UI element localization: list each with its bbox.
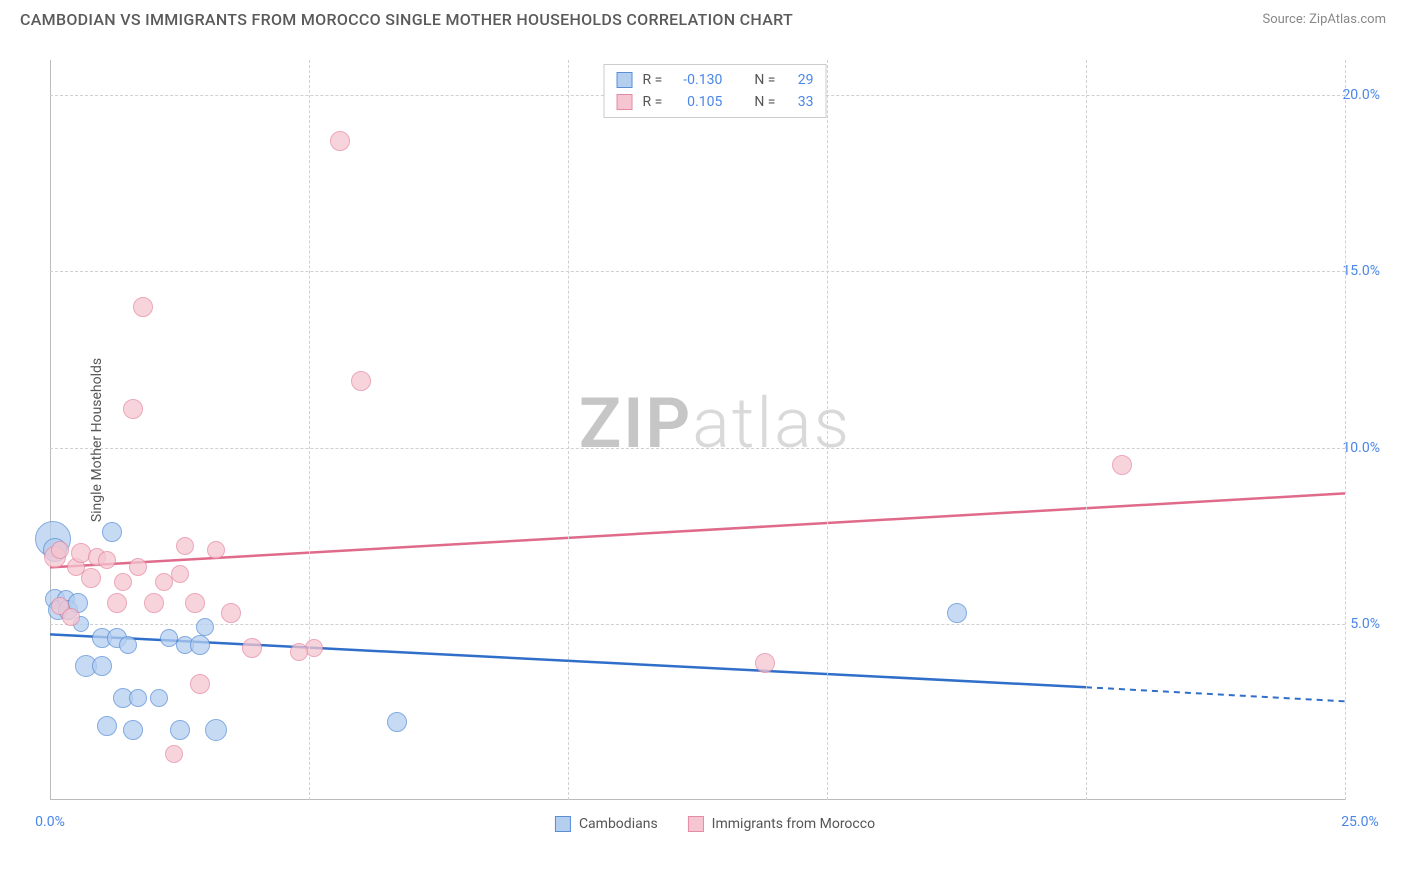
legend-swatch [555, 816, 571, 832]
grid-line-v [568, 60, 569, 800]
data-point [205, 719, 227, 741]
grid-line-h [50, 624, 1345, 625]
watermark: ZIPatlas [579, 383, 851, 465]
data-point [81, 568, 101, 588]
legend-item: Cambodians [555, 816, 658, 832]
data-point [170, 720, 190, 740]
chart-area: Single Mother Households ZIPatlas 5.0%10… [50, 50, 1380, 830]
legend-item: Immigrants from Morocco [688, 816, 875, 832]
data-point [133, 297, 153, 317]
grid-line-v [309, 60, 310, 800]
data-point [351, 371, 371, 391]
data-point [62, 608, 80, 626]
data-point [305, 639, 323, 657]
stat-n-label: N = [754, 91, 775, 113]
data-point [119, 636, 137, 654]
data-point [176, 537, 194, 555]
correlation-stats-box: R = -0.130 N = 29 R = 0.105 N = 33 [604, 64, 827, 118]
grid-line-v [1086, 60, 1087, 800]
data-point [129, 689, 147, 707]
data-point [92, 656, 112, 676]
chart-title: CAMBODIAN VS IMMIGRANTS FROM MOROCCO SIN… [20, 10, 793, 29]
data-point [144, 593, 164, 613]
y-tick-label: 15.0% [1342, 263, 1380, 279]
stat-n-value: 29 [785, 69, 813, 91]
data-point [98, 551, 116, 569]
grid-line-v [827, 60, 828, 800]
data-point [185, 593, 205, 613]
data-point [97, 716, 117, 736]
stat-r-label: R = [643, 91, 663, 113]
data-point [114, 573, 132, 591]
data-point [947, 603, 967, 623]
legend-label: Cambodians [579, 816, 658, 832]
data-point [196, 618, 214, 636]
x-axis-line [50, 799, 1345, 800]
stat-n-value: 33 [785, 91, 813, 113]
grid-line-v [1345, 60, 1346, 800]
chart-header: CAMBODIAN VS IMMIGRANTS FROM MOROCCO SIN… [0, 0, 1406, 35]
trend-line-extrapolated [1086, 687, 1345, 701]
data-point [190, 674, 210, 694]
data-point [171, 565, 189, 583]
data-point [150, 689, 168, 707]
stats-row: R = 0.105 N = 33 [617, 91, 814, 113]
data-point [165, 745, 183, 763]
x-tick-label: 25.0% [1341, 814, 1379, 830]
legend-swatch [617, 72, 633, 88]
stat-r-value: -0.130 [672, 69, 722, 91]
trend-lines-svg [50, 50, 1380, 830]
grid-line-h [50, 448, 1345, 449]
scatter-plot: ZIPatlas 5.0%10.0%15.0%20.0%0.0%25.0% [50, 50, 1380, 830]
data-point [1112, 455, 1132, 475]
data-point [107, 593, 127, 613]
chart-source: Source: ZipAtlas.com [1262, 12, 1386, 27]
stat-r-label: R = [643, 69, 663, 91]
y-tick-label: 20.0% [1342, 87, 1380, 103]
x-tick-label: 0.0% [35, 814, 65, 830]
data-point [129, 558, 147, 576]
data-point [123, 720, 143, 740]
grid-line-h [50, 271, 1345, 272]
data-point [330, 131, 350, 151]
legend-swatch [617, 94, 633, 110]
stat-n-label: N = [754, 69, 775, 91]
legend-swatch [688, 816, 704, 832]
trend-line [50, 493, 1345, 567]
data-point [102, 522, 122, 542]
legend-label: Immigrants from Morocco [712, 816, 875, 832]
data-point [51, 541, 69, 559]
data-point [290, 643, 308, 661]
stats-row: R = -0.130 N = 29 [617, 69, 814, 91]
y-axis-line [50, 60, 51, 800]
data-point [242, 638, 262, 658]
data-point [221, 603, 241, 623]
data-point [190, 635, 210, 655]
data-point [123, 399, 143, 419]
data-point [755, 653, 775, 673]
stat-r-value: 0.105 [672, 91, 722, 113]
series-legend: Cambodians Immigrants from Morocco [555, 816, 875, 832]
data-point [207, 541, 225, 559]
y-tick-label: 5.0% [1350, 616, 1380, 632]
data-point [387, 712, 407, 732]
y-tick-label: 10.0% [1342, 440, 1380, 456]
